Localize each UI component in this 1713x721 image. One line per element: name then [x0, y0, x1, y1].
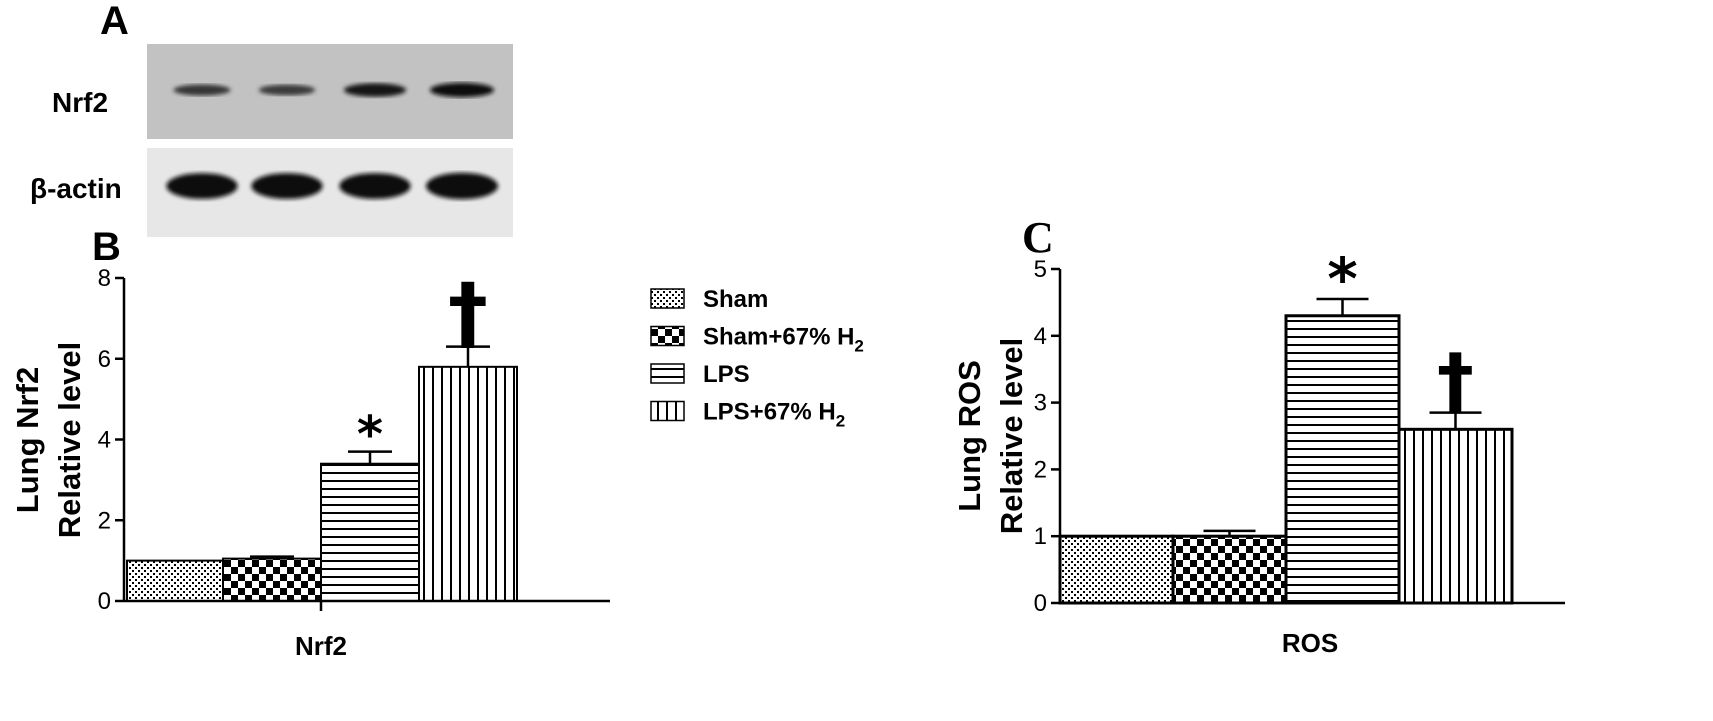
- legend-subscript: 2: [854, 337, 863, 356]
- y-tick-label: 0: [98, 588, 111, 615]
- panel-a: A Nrf2 β-actin: [30, 0, 513, 237]
- y-tick-label: 1: [1034, 523, 1047, 550]
- blot-band: [343, 83, 407, 97]
- blot-label-nrf2: Nrf2: [52, 87, 108, 118]
- legend-swatch: [650, 325, 685, 347]
- legend-subscript: 2: [836, 412, 845, 431]
- bar: [126, 559, 224, 602]
- panel-c: C * † 0 1 2 3 4 5 Lung ROS Relative level ROS: [952, 213, 1565, 658]
- y-tick-label: 2: [98, 507, 111, 534]
- bar: [1058, 534, 1175, 605]
- significance-asterisk: *: [357, 406, 383, 464]
- bar: [1171, 534, 1288, 605]
- legend: Sham Sham+67% H2 LPS LPS+67% H2: [650, 286, 864, 431]
- blot-band: [339, 173, 411, 199]
- x-axis-label: Nrf2: [295, 631, 347, 661]
- significance-asterisk: *: [1327, 245, 1357, 313]
- bar: [1397, 427, 1514, 605]
- chart-b: * † 0 2 4 6 8 Lung Nrf2 Relative level Nrf2: [10, 265, 610, 661]
- legend-label: Sham: [703, 286, 768, 313]
- legend-label: Sham+67% H2: [703, 324, 864, 356]
- y-tick-label: 4: [1034, 323, 1047, 350]
- y-tick-label: 5: [1034, 256, 1047, 283]
- legend-label: LPS: [703, 361, 750, 388]
- y-tick-label: 2: [1034, 456, 1047, 483]
- legend-swatch: [650, 400, 685, 422]
- y-axis-label: Relative level: [52, 342, 87, 538]
- legend-swatch: [650, 363, 685, 384]
- legend-swatch: [650, 288, 685, 309]
- blot-label-actin: β-actin: [30, 173, 122, 204]
- x-axis-label: ROS: [1282, 628, 1338, 658]
- y-tick-label: 8: [98, 265, 111, 292]
- y-tick-label: 3: [1034, 390, 1047, 417]
- y-axis-label: Lung ROS: [952, 360, 987, 512]
- chart-c: * † 0 1 2 3 4 5 Lung ROS Relative level ROS: [952, 245, 1565, 658]
- y-tick-label: 0: [1034, 590, 1047, 617]
- bar: [1284, 314, 1401, 605]
- blot-band: [166, 173, 238, 199]
- panel-label-a: A: [100, 0, 129, 43]
- y-axis-label: Lung Nrf2: [10, 367, 45, 513]
- blot-band: [251, 173, 323, 199]
- significance-dagger: †: [1437, 339, 1474, 425]
- y-tick-label: 6: [98, 346, 111, 373]
- panel-label-b: B: [92, 225, 121, 269]
- panel-b: B * † 0 2 4 6 8 Lung Nrf2 Relative level Nrf2: [10, 225, 610, 661]
- blot-bands: [166, 82, 498, 200]
- blot-band: [173, 84, 231, 96]
- panel-label-c: C: [1022, 213, 1054, 262]
- y-axis-label: Relative level: [994, 338, 1029, 534]
- blot-band: [258, 84, 316, 96]
- blot-band: [426, 172, 498, 200]
- bar: [320, 462, 420, 602]
- significance-dagger: †: [448, 267, 488, 360]
- bar: [222, 557, 322, 603]
- legend-label: LPS+67% H2: [703, 399, 845, 431]
- bar: [418, 365, 518, 603]
- blot-band: [430, 82, 494, 98]
- y-tick-label: 4: [98, 427, 111, 454]
